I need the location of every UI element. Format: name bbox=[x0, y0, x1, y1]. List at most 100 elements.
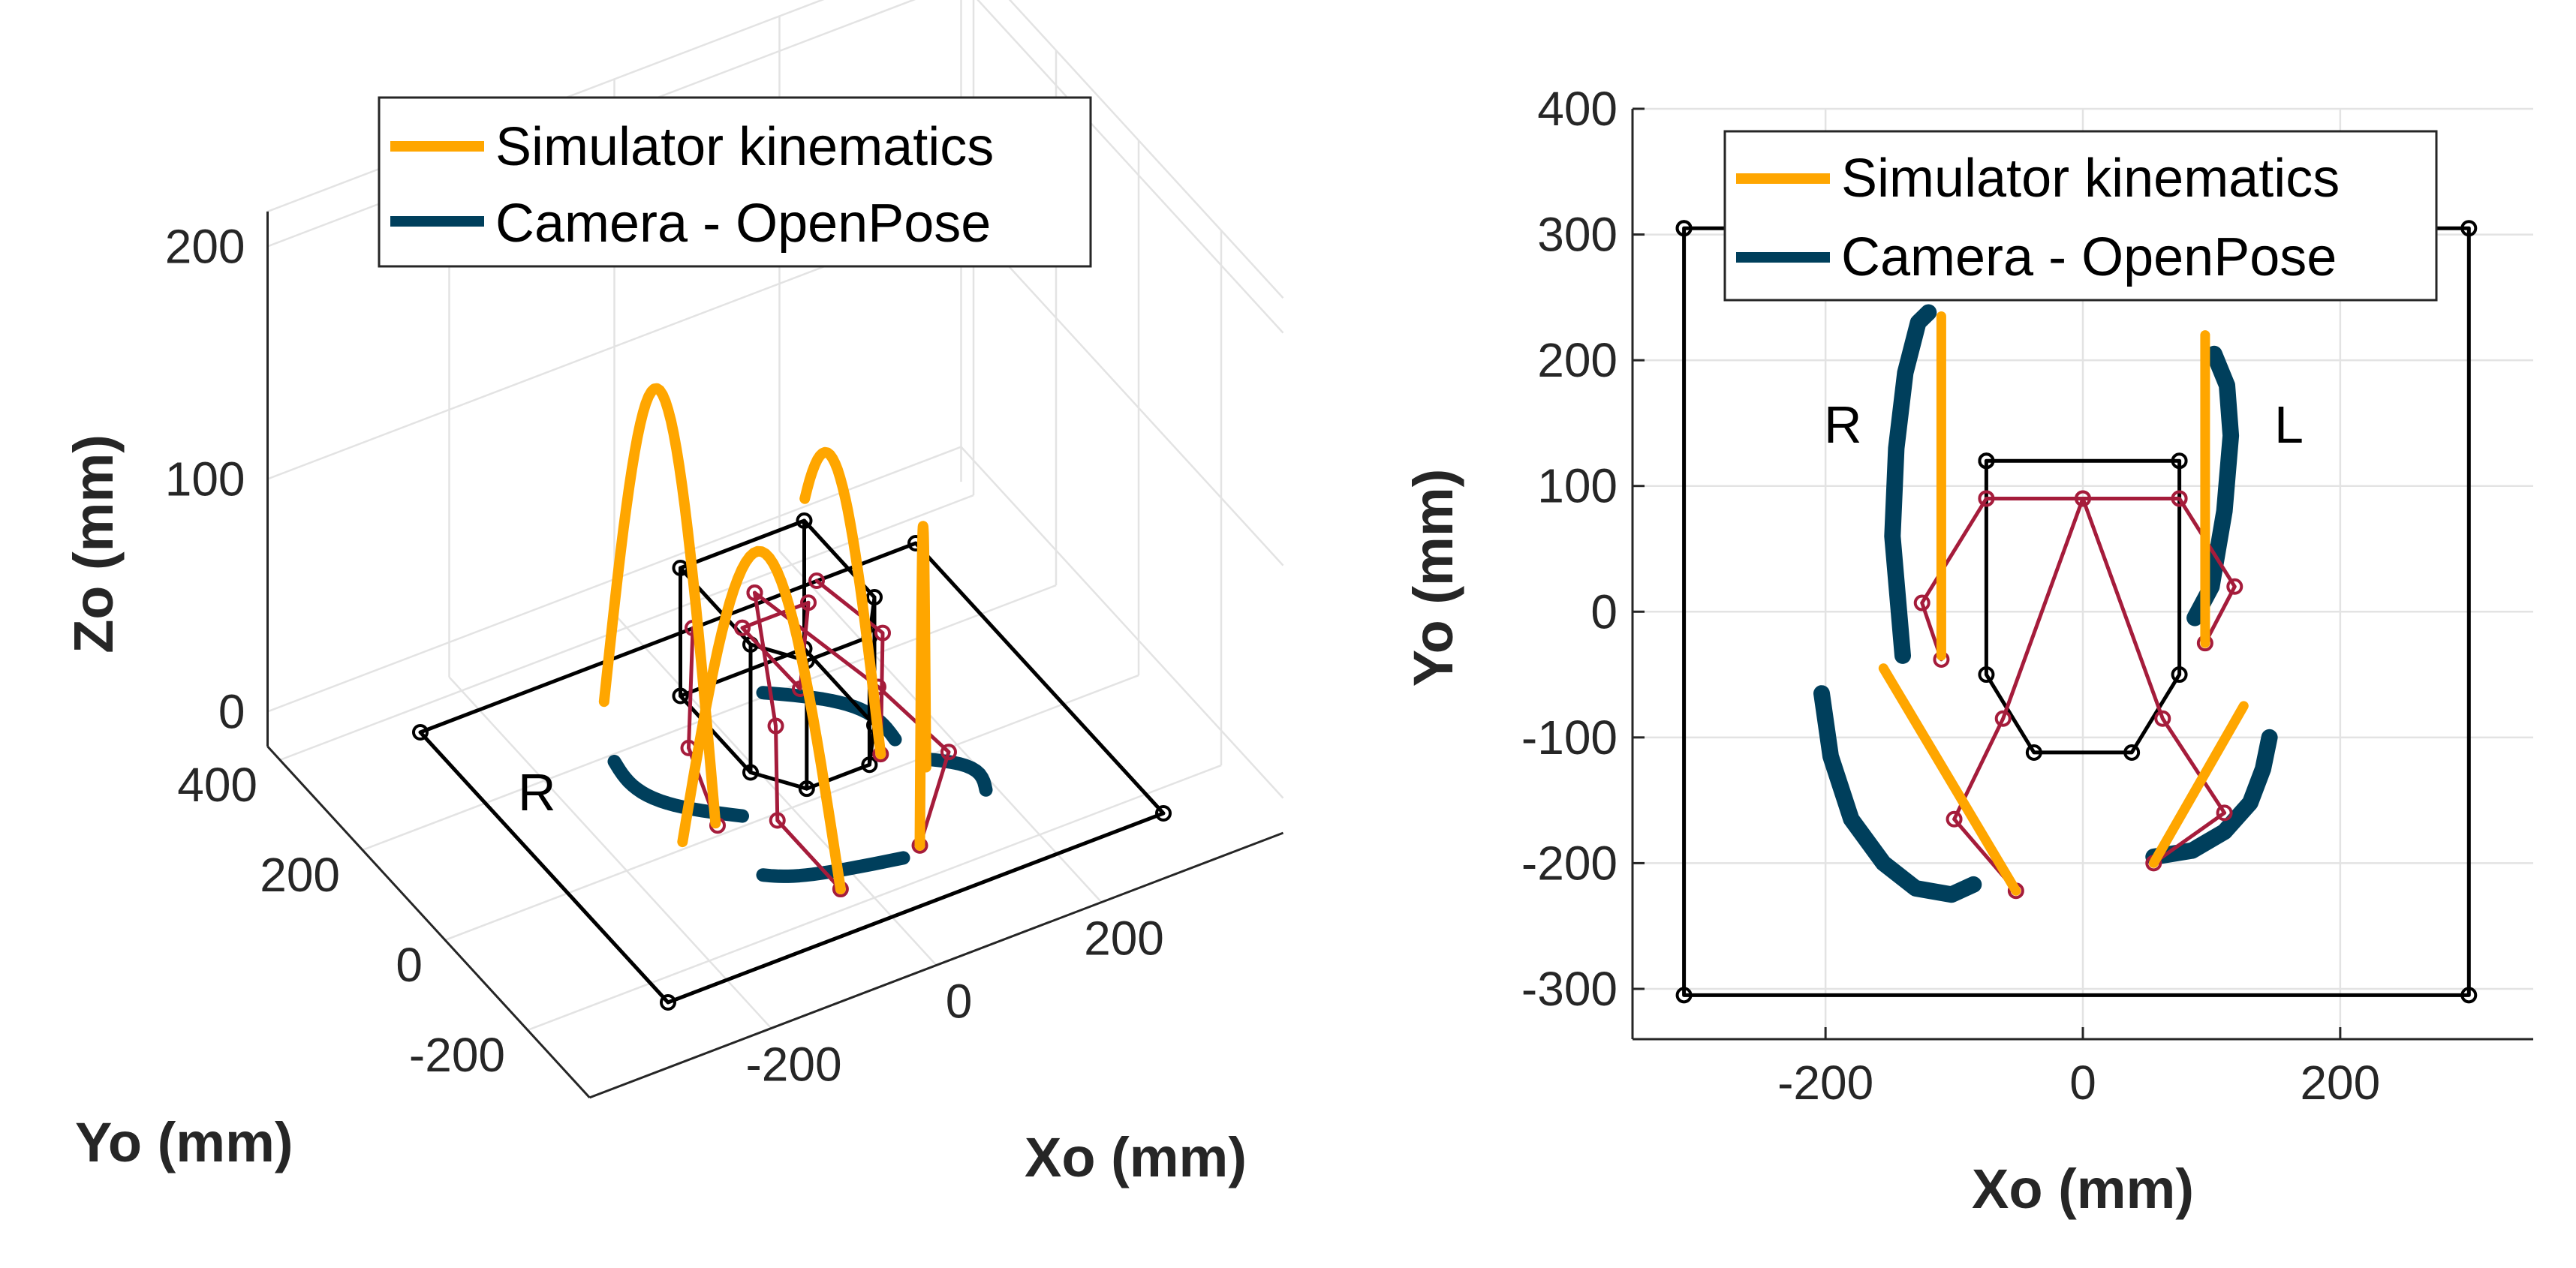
left-sim-arc-2 bbox=[914, 521, 931, 851]
right-camera-trace-2 bbox=[1813, 685, 1982, 903]
right-tick-labels: -200 0 200 -300 -200 -100 0 100 200 300 400 bbox=[1521, 82, 2380, 1110]
left-wall-gridline bbox=[960, 213, 1284, 566]
right-ytick-label: 400 bbox=[1537, 82, 1618, 136]
left-wall-gridline bbox=[960, 446, 1284, 799]
right-ytick-label: 0 bbox=[1590, 584, 1618, 639]
right-base-frame-joint bbox=[1675, 220, 1693, 237]
left-zlabel: Zo (mm) bbox=[62, 434, 125, 654]
right-camera-trace-3 bbox=[2145, 729, 2278, 865]
left-legend-label-cam: Camera - OpenPose bbox=[495, 194, 991, 254]
right-xtick-label: 0 bbox=[2069, 1056, 2096, 1110]
right-platform-joint bbox=[1978, 666, 1995, 684]
right-ylabel: Yo (mm) bbox=[1402, 469, 1464, 687]
right-annotation-L: L bbox=[2274, 395, 2304, 454]
right-ytick-label: 300 bbox=[1537, 208, 1618, 262]
left-base-frame bbox=[418, 541, 1166, 1005]
left-sim-arc-0 bbox=[598, 383, 721, 829]
left-leg-joint bbox=[767, 717, 784, 735]
right-leg-joint bbox=[1978, 490, 1995, 507]
right-top-view-plot: -200 0 200 -300 -200 -100 0 100 200 300 400 R L Yo… bbox=[1402, 82, 2533, 1220]
right-leg-joint bbox=[2171, 490, 2188, 507]
left-ztick-label: 0 bbox=[218, 684, 245, 738]
left-camera-trace-0 bbox=[607, 755, 749, 823]
left-legend: Simulator kinematics Camera - OpenPose bbox=[378, 96, 1092, 268]
left-ytick-label: -200 bbox=[409, 1028, 505, 1082]
right-platform-joint bbox=[2171, 452, 2188, 470]
left-base-corner bbox=[1155, 805, 1172, 822]
right-leg-joint bbox=[1913, 594, 1930, 611]
left-traces bbox=[412, 383, 1172, 1011]
left-sim-arc-1 bbox=[677, 545, 846, 894]
left-leg-joint bbox=[808, 572, 825, 589]
right-xtick-label: 200 bbox=[2300, 1056, 2380, 1110]
left-xtick-label: -200 bbox=[745, 1038, 841, 1092]
right-legend-box bbox=[1723, 130, 2438, 302]
right-leg-joint bbox=[2226, 578, 2243, 595]
right-leg-joint bbox=[2075, 490, 2091, 507]
right-xlabel: Xo (mm) bbox=[1972, 1158, 2194, 1220]
right-base-frame-joint bbox=[1675, 987, 1693, 1004]
left-annotation-R: R bbox=[518, 763, 556, 822]
left-floor-gridline bbox=[444, 674, 1139, 942]
right-axes bbox=[1631, 107, 2533, 1041]
left-ztick-label: 100 bbox=[165, 452, 245, 506]
right-ytick-label: 200 bbox=[1537, 333, 1618, 387]
right-legend: Simulator kinematics Camera - OpenPose bbox=[1723, 130, 2438, 302]
left-camera-trace-3 bbox=[917, 752, 993, 797]
right-base-frame-joint bbox=[2460, 987, 2478, 1004]
left-ytick-label: 400 bbox=[177, 758, 257, 812]
left-legend-label-sim: Simulator kinematics bbox=[495, 117, 994, 177]
left-ylabel: Yo (mm) bbox=[75, 1111, 293, 1173]
left-camera-trace-1 bbox=[756, 851, 910, 883]
left-leg-joint bbox=[734, 619, 751, 636]
left-platform-vertex bbox=[742, 764, 759, 781]
right-platform-0 bbox=[1984, 458, 2182, 755]
left-ztick-label: 200 bbox=[165, 219, 245, 273]
right-legend-label-cam: Camera - OpenPose bbox=[1841, 227, 2337, 287]
left-leg-joint bbox=[874, 624, 891, 642]
right-platform-joint bbox=[1978, 452, 1995, 470]
right-sim-trace-2 bbox=[1878, 663, 2021, 896]
left-leg-0 bbox=[687, 626, 720, 828]
right-leg-joint bbox=[2216, 804, 2233, 822]
left-wall-gridline bbox=[977, 0, 1284, 334]
left-legend-box bbox=[378, 96, 1092, 268]
left-box-edge bbox=[1008, 0, 1284, 299]
left-leg-2 bbox=[753, 590, 843, 891]
right-sim-trace-3 bbox=[2148, 701, 2249, 868]
right-platform-joint bbox=[2025, 744, 2042, 761]
right-ytick-label: 100 bbox=[1537, 459, 1618, 513]
right-leg-joint bbox=[1994, 710, 2012, 727]
left-xlabel: Xo (mm) bbox=[1025, 1126, 1247, 1188]
right-leg-2 bbox=[2081, 497, 2227, 865]
right-legend-label-sim: Simulator kinematics bbox=[1841, 149, 2340, 209]
right-ytick-label: -200 bbox=[1521, 836, 1618, 890]
left-floor-gridline bbox=[778, 550, 1103, 903]
right-ytick-label: -300 bbox=[1521, 962, 1618, 1016]
right-base-frame-joint bbox=[2460, 220, 2478, 237]
right-leg-joint bbox=[2154, 710, 2171, 727]
left-platform-vertex bbox=[672, 687, 689, 705]
left-xtick-label: 200 bbox=[1084, 912, 1164, 966]
right-leg-3 bbox=[1920, 497, 1988, 662]
left-floor-gridline bbox=[527, 764, 1222, 1032]
left-axes bbox=[266, 211, 1284, 1099]
right-leg-joint bbox=[1946, 810, 1963, 828]
left-ytick-label: 200 bbox=[260, 848, 340, 902]
left-leg-joint bbox=[940, 744, 957, 761]
left-leg-3 bbox=[753, 590, 951, 848]
right-platform-joint bbox=[2123, 744, 2141, 761]
right-camera-trace-0 bbox=[1884, 304, 1937, 664]
left-ytick-label: 0 bbox=[396, 938, 423, 992]
right-traces bbox=[1675, 220, 2478, 1004]
left-leg-joint bbox=[769, 812, 786, 829]
left-platform-vertex bbox=[796, 512, 813, 529]
left-leg-joint bbox=[800, 594, 817, 611]
right-leg-1 bbox=[1952, 497, 2085, 893]
right-platform-joint bbox=[2171, 666, 2188, 684]
left-platform-top bbox=[679, 518, 877, 663]
left-floor-gridline bbox=[448, 676, 772, 1029]
